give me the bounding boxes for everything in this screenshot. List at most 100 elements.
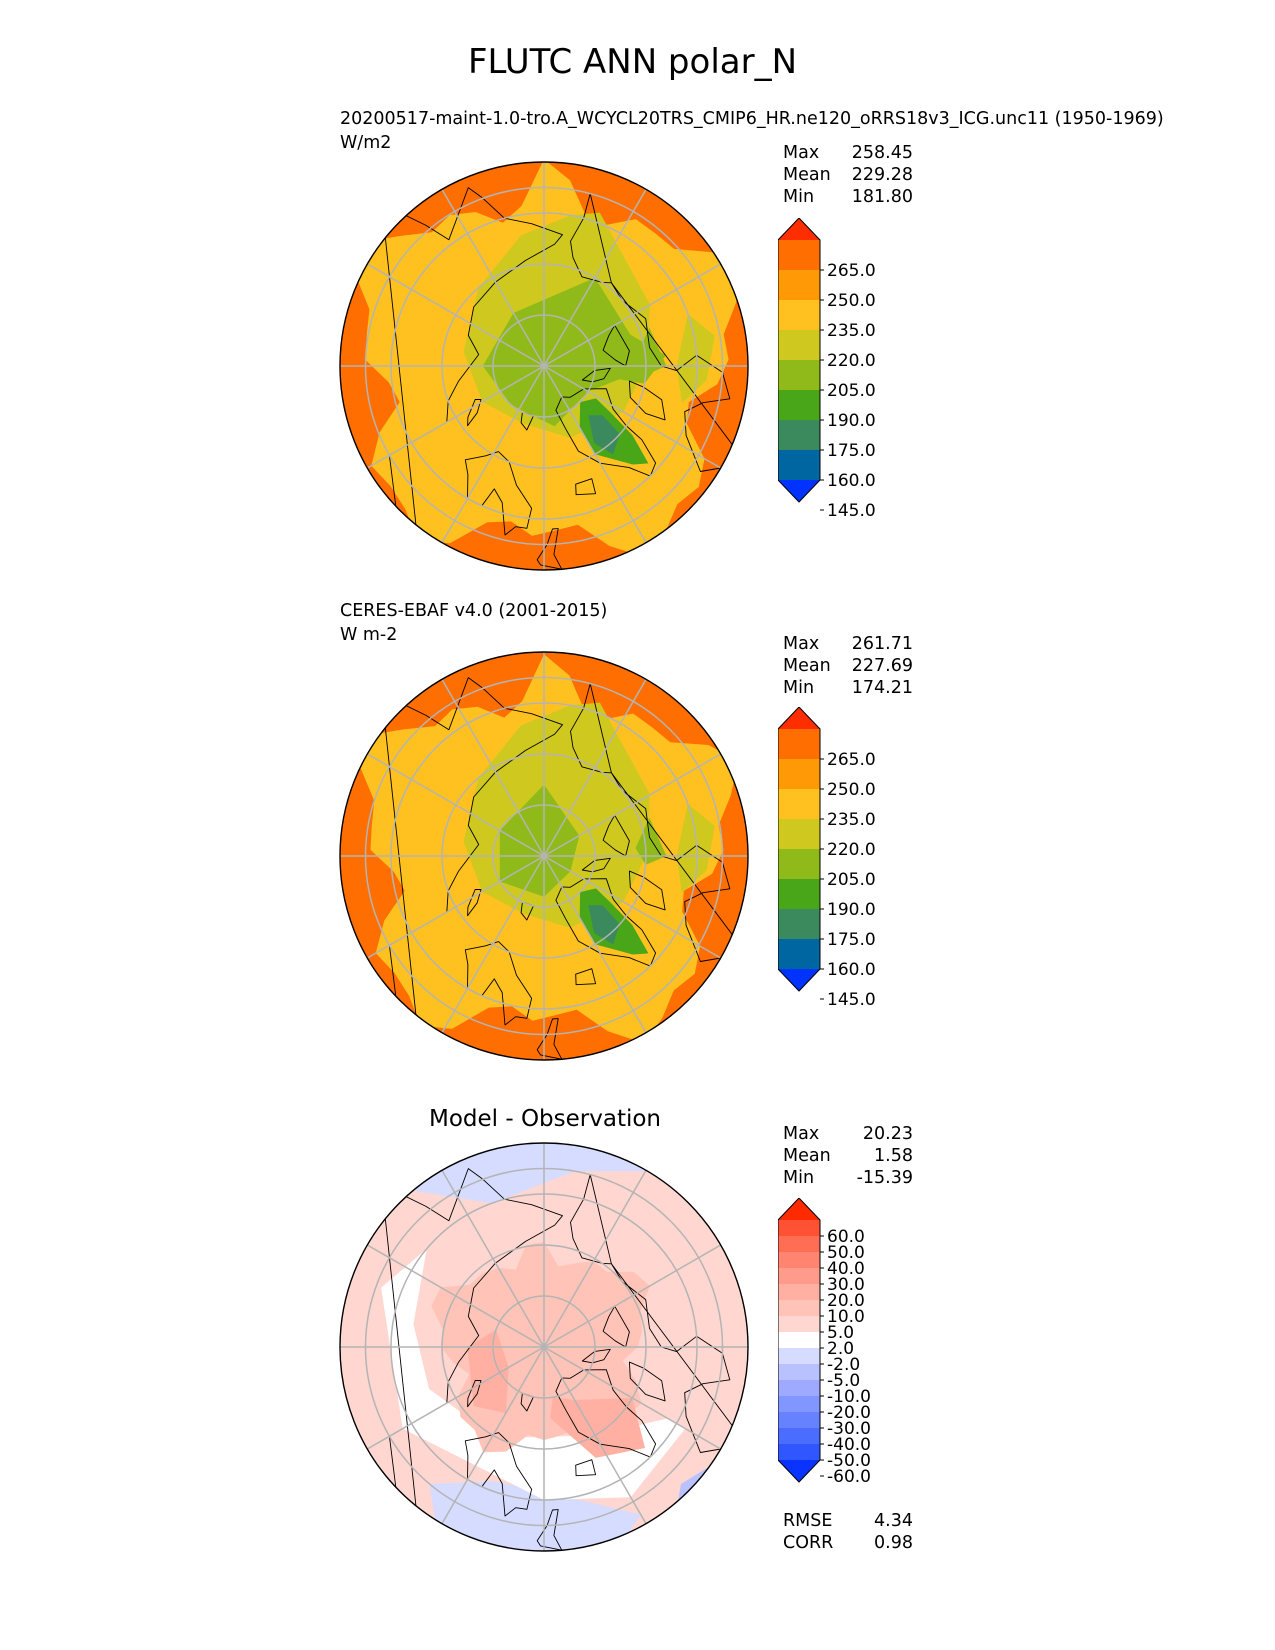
colorbar-tick-label: 235.0	[827, 321, 876, 341]
field-band	[635, 817, 667, 865]
longitude-line	[543, 365, 722, 469]
longitude-line	[366, 1346, 545, 1450]
colorbar-segment	[778, 759, 820, 790]
colorbar-tick-label: 5.0	[827, 1323, 854, 1343]
colorbar-tick-label: 265.0	[827, 750, 876, 770]
coastline	[575, 1459, 597, 1477]
longitude-line	[543, 855, 647, 1034]
coastline	[610, 1263, 744, 1453]
coastline	[610, 282, 744, 472]
colorbar-segment	[778, 849, 820, 880]
colorbar-segment	[778, 1236, 820, 1253]
longitude-line	[441, 1346, 545, 1525]
colorbar-segment	[778, 1332, 820, 1349]
colorbar-tick-label: -5.0	[827, 1371, 860, 1391]
field-band	[723, 451, 748, 517]
longitude-line	[543, 1169, 647, 1348]
field-band	[635, 327, 667, 375]
colorbar-tick-label: -30.0	[827, 1419, 871, 1439]
colorbar-tick-label: -10.0	[827, 1387, 871, 1407]
coastline	[536, 1018, 563, 1060]
longitude-line	[366, 1244, 545, 1348]
colorbar-tick-label: 235.0	[827, 810, 876, 830]
stat-label: Mean	[783, 656, 831, 676]
panel-3-title: Model - Observation	[428, 1106, 662, 1132]
coastline	[602, 1305, 630, 1348]
colorbar-segment	[778, 270, 820, 301]
stat-value: -15.39	[856, 1168, 913, 1188]
stat-label: Mean	[783, 165, 831, 185]
colorbar-extend-max	[778, 1198, 820, 1220]
colorbar-tick-label: 160.0	[827, 471, 876, 491]
field-band	[723, 941, 748, 1007]
longitude-line	[543, 188, 647, 367]
map-boundary	[339, 161, 749, 571]
colorbar-segment	[778, 1348, 820, 1365]
coastline	[555, 878, 657, 967]
coastline	[581, 857, 611, 873]
colorbar-extend-min	[778, 1460, 820, 1482]
colorbar-tick-label: 250.0	[827, 291, 876, 311]
coastline	[575, 968, 597, 986]
colorbar-tick-label: 175.0	[827, 441, 876, 461]
coastline	[381, 677, 563, 1060]
stat-label: Min	[783, 678, 815, 698]
longitude-line	[543, 1244, 722, 1348]
longitude-line	[543, 263, 722, 367]
stat-value: 261.71	[851, 634, 913, 654]
panel-2-units: W m-2	[340, 625, 398, 645]
coastline	[581, 367, 611, 383]
coastline	[464, 1432, 533, 1517]
colorbar-segment	[778, 390, 820, 421]
colorbar-tick-label: 145.0	[827, 501, 876, 518]
colorbar-segment	[778, 1396, 820, 1413]
colorbar-segment	[778, 729, 820, 760]
figure-title: FLUTC ANN polar_N	[467, 42, 798, 82]
colorbar-observation: 265.0 250.0 235.0 220.0 205.0 190.0 175.0 160.0…	[778, 707, 876, 1007]
coastline	[575, 478, 597, 496]
stat-value: 181.80	[851, 187, 913, 207]
colorbar-segment	[778, 1284, 820, 1301]
colorbar-segment	[778, 1364, 820, 1381]
colorbar-tick-label: 190.0	[827, 900, 876, 920]
field-band	[550, 1397, 645, 1458]
metric-label: CORR	[783, 1533, 834, 1553]
longitude-line	[441, 678, 545, 857]
colorbar-segment	[778, 879, 820, 910]
colorbar-segment	[778, 1316, 820, 1333]
colorbar-tick-label: 30.0	[827, 1275, 865, 1295]
coastline	[602, 814, 630, 857]
panel-2-stats: Max 261.71 Mean 227.69 Min 174.21	[783, 633, 913, 699]
longitude-line	[441, 365, 545, 544]
coastline	[467, 1380, 482, 1408]
metric-label: RMSE	[783, 1511, 833, 1531]
colorbar-tick-label: 250.0	[827, 780, 876, 800]
polar-map-difference	[339, 1142, 749, 1552]
panel-1-stats: Max 258.45 Mean 229.28 Min 181.80	[783, 142, 913, 208]
colorbar-segment	[778, 1220, 820, 1237]
stat-label: Min	[783, 187, 815, 207]
longitude-line	[543, 855, 722, 959]
colorbar-segment	[778, 1428, 820, 1445]
colorbar-tick-label: 160.0	[827, 960, 876, 980]
colorbar-tick-label: 220.0	[827, 351, 876, 371]
colorbar-extend-max	[778, 707, 820, 729]
colorbar-segment	[778, 1380, 820, 1397]
colorbar-segment	[778, 240, 820, 271]
stat-value: 20.23	[862, 1124, 913, 1144]
colorbar-segment	[778, 450, 820, 481]
stat-value: 174.21	[851, 678, 913, 698]
polar-map-observation	[339, 651, 749, 1061]
stat-label: Max	[783, 634, 820, 654]
panel-3-metrics: RMSE 4.34 CORR 0.98	[783, 1510, 913, 1554]
colorbar-segment	[778, 1444, 820, 1461]
metric-value: 0.98	[874, 1533, 913, 1553]
coastline	[602, 324, 630, 367]
colorbar-difference: 60.050.040.030.020.010.05.02.0-2.0-5.0-1…	[778, 1198, 871, 1487]
colorbar-tick-label: 220.0	[827, 840, 876, 860]
colorbar-tick-label: 205.0	[827, 381, 876, 401]
coastline	[536, 1509, 563, 1551]
longitude-line	[441, 855, 545, 1034]
colorbar-tick-label: 2.0	[827, 1339, 854, 1359]
colorbar-tick-label: 20.0	[827, 1291, 865, 1311]
